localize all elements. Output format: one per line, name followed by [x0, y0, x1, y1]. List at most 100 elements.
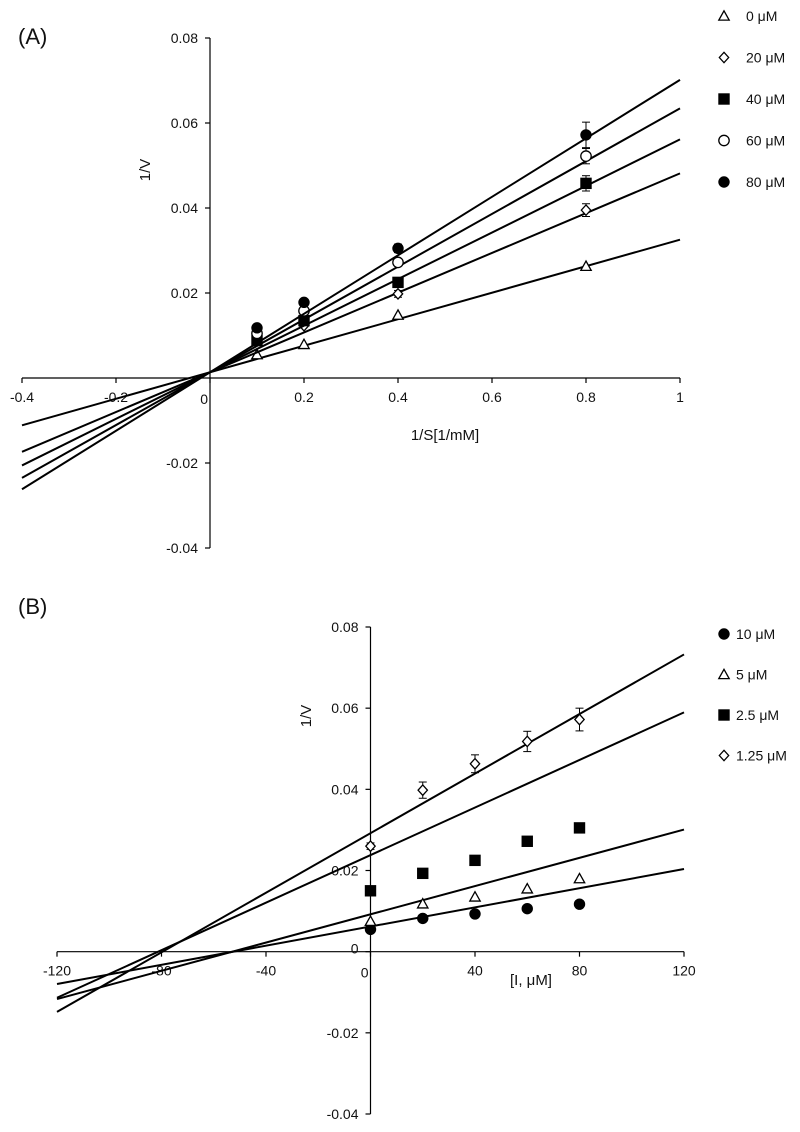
panel-a: (A)-0.4 -0.2 0 0.2 0.4 0.6 0.8 1-0.04-0.020.020…	[10, 8, 785, 556]
fit-line	[56, 711, 685, 999]
data-point	[469, 854, 481, 867]
y-tick-label: -0.04	[327, 1106, 359, 1122]
data-point	[298, 296, 310, 309]
legend: 0 μM 20 μM 40 μM 60 μM 80 μM	[717, 8, 785, 190]
x-tick-label: 0.2	[294, 389, 314, 405]
legend-marker	[718, 134, 730, 147]
x-tick-label: 120	[672, 963, 696, 979]
series-3	[56, 653, 685, 1013]
data-point	[469, 757, 481, 770]
y-tick-label: 0.04	[331, 781, 358, 797]
data-point	[580, 203, 592, 217]
fit-line	[21, 172, 681, 453]
legend-marker	[717, 667, 731, 680]
x-tick-label: 0.4	[388, 389, 408, 405]
y-axis-label: 1/V	[137, 159, 154, 182]
legend-label: 80 μM	[746, 174, 785, 190]
legend-marker	[718, 628, 730, 640]
legend-marker	[718, 93, 730, 105]
legend-label: 5 μM	[736, 667, 767, 683]
data-point	[392, 287, 404, 301]
legend-label: 2.5 μM	[736, 707, 779, 723]
series-0	[56, 868, 685, 985]
y-tick-label: 0.08	[171, 30, 198, 46]
x-axis-label: [I, μM]	[510, 972, 552, 989]
y-tick-label: 0	[351, 941, 359, 957]
x-tick-label: -0.4	[10, 389, 34, 405]
data-point	[573, 898, 586, 910]
x-axis-label: 1/S[1/mM]	[411, 427, 479, 444]
legend-label: 10 μM	[736, 626, 775, 642]
legend-label: 40 μM	[746, 91, 785, 107]
fit-line	[21, 238, 681, 427]
panel-label: (B)	[18, 594, 47, 619]
x-tick-label: -120	[43, 963, 71, 979]
data-point	[573, 872, 586, 884]
fit-line	[21, 138, 681, 467]
data-point	[251, 322, 263, 334]
legend-marker	[718, 749, 730, 762]
data-point	[580, 177, 592, 190]
x-tick-label: 1	[676, 389, 684, 405]
y-tick-label: 0.04	[171, 200, 198, 216]
x-tick-label: -40	[256, 963, 276, 979]
y-tick-label: 0.08	[331, 619, 358, 635]
y-tick-label: -0.02	[166, 455, 198, 471]
data-point	[520, 882, 534, 894]
series-3	[21, 107, 681, 479]
legend-marker	[718, 176, 730, 188]
fit-line	[56, 828, 685, 1001]
x-tick-label: 0.8	[576, 389, 596, 405]
y-axis-label: 1/V	[298, 705, 315, 728]
legend-label: 1.25 μM	[736, 748, 787, 764]
y-tick-label: -0.04	[166, 540, 198, 556]
data-point	[416, 897, 430, 909]
y-tick-label: 0.06	[171, 115, 198, 131]
panel-b: (B)-120-80-4004080120-0.04-0.0200.020.04…	[18, 594, 787, 1122]
y-tick-label: 0.02	[171, 285, 198, 301]
legend-marker	[718, 709, 730, 721]
x-tick-label: 0	[361, 965, 369, 981]
x-tick-label: 0.6	[482, 389, 502, 405]
data-point	[573, 822, 586, 834]
legend-label: 60 μM	[746, 133, 785, 149]
y-tick-label: 0.06	[331, 700, 358, 716]
data-point	[364, 885, 377, 897]
series-4	[21, 79, 681, 491]
panel-label: (A)	[18, 24, 47, 49]
data-point	[364, 839, 377, 853]
data-point	[392, 276, 404, 289]
data-point	[521, 735, 533, 748]
data-point	[417, 867, 429, 880]
data-point	[469, 908, 481, 920]
data-point	[579, 259, 593, 272]
data-point	[392, 242, 404, 255]
series-0	[21, 238, 681, 427]
y-tick-label: 0.02	[331, 863, 358, 879]
data-point	[580, 129, 592, 141]
series-1	[56, 828, 685, 1001]
data-point	[521, 902, 533, 915]
fit-line	[21, 79, 681, 491]
legend-marker	[717, 9, 731, 21]
data-point	[364, 914, 377, 927]
data-point	[297, 337, 311, 350]
legend: 10 μM 5 μM 2.5 μM 1.25 μM	[717, 626, 787, 764]
data-point	[417, 912, 429, 925]
series-2	[21, 138, 681, 467]
legend-label: 0 μM	[746, 8, 777, 24]
legend-label: 20 μM	[746, 50, 785, 66]
x-tick-label: 0	[200, 391, 208, 407]
x-tick-label: 80	[572, 963, 588, 979]
y-tick-label: -0.02	[327, 1025, 359, 1041]
x-tick-label: 40	[467, 963, 483, 979]
series-1	[21, 172, 681, 453]
data-point	[573, 713, 586, 726]
data-point	[521, 835, 533, 847]
data-point	[468, 890, 482, 902]
fit-line	[21, 107, 681, 479]
data-point	[417, 783, 429, 797]
data-point	[392, 256, 404, 269]
series-2	[56, 711, 685, 999]
